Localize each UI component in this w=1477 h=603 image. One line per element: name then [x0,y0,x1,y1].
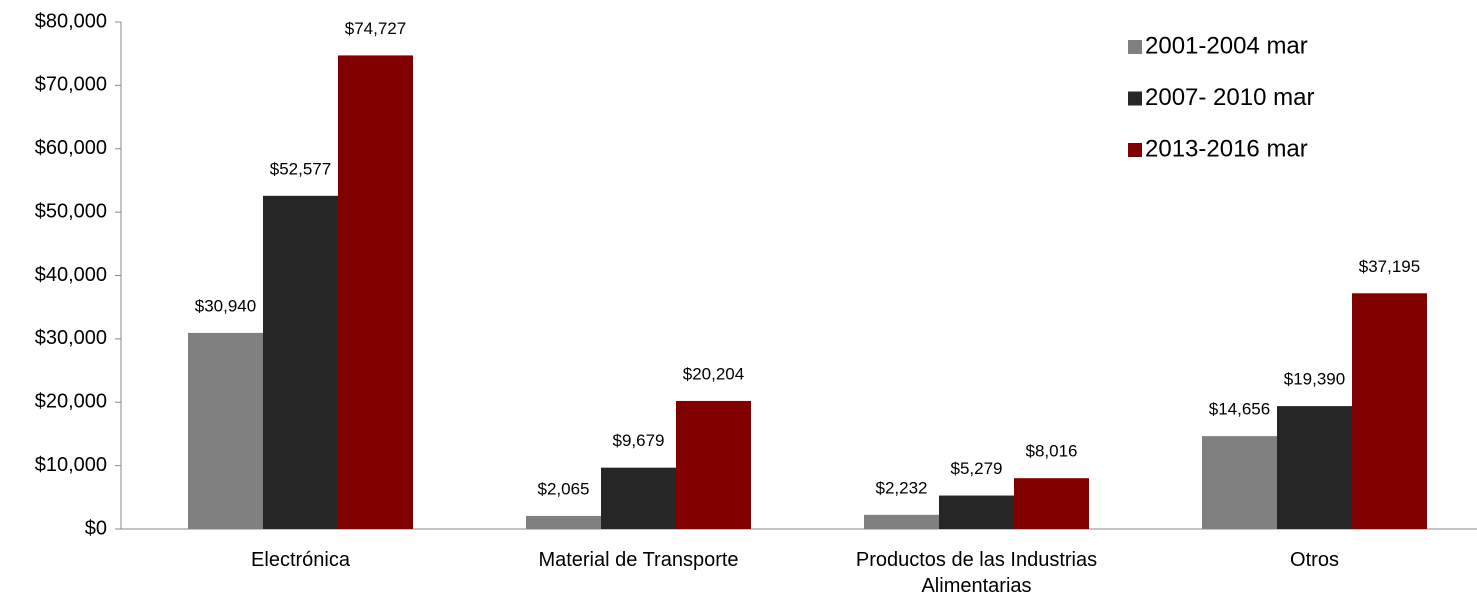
y-tick-label: $10,000 [35,454,107,476]
legend-label: 2007- 2010 mar [1145,84,1314,111]
legend-swatch [1128,91,1142,106]
y-tick-label: $80,000 [35,10,107,32]
y-tick-label: $0 [85,517,107,539]
bar [1277,406,1352,529]
data-label: $52,577 [270,159,331,178]
data-label: $74,727 [345,19,406,38]
bar [188,332,263,529]
data-label: $19,390 [1284,370,1345,389]
legend-label: 2013-2016 mar [1145,135,1308,162]
legend-swatch [1128,143,1142,157]
x-tick-label: Electrónica [251,549,350,571]
bar [1202,436,1277,529]
y-tick-label: $50,000 [35,200,107,222]
bar [601,467,676,529]
x-tick-label: Material de Transporte [538,549,739,571]
data-label: $30,940 [195,296,256,315]
bar [338,55,413,530]
bar [676,400,751,529]
data-label: $9,679 [613,431,665,450]
bar [526,515,601,529]
y-tick-label: $20,000 [35,391,107,413]
y-tick-label: $60,000 [35,137,107,159]
legend-swatch [1128,40,1142,54]
bar [1352,293,1427,529]
data-label: $2,065 [538,479,590,498]
bar [939,495,1014,529]
x-tick-label: Productos de las Industrias Alimentarias [855,549,1098,597]
data-label: $14,656 [1209,400,1270,419]
bar [263,195,338,529]
y-tick-label: $40,000 [35,264,107,286]
y-tick-label: $70,000 [35,74,107,96]
data-label: $8,016 [1026,442,1078,461]
data-label: $2,232 [876,478,928,497]
legend-label: 2001-2004 mar [1145,32,1308,59]
x-tick-label: Otros [1290,549,1339,571]
y-tick-label: $30,000 [35,327,107,349]
data-label: $5,279 [951,459,1003,478]
data-label: $37,195 [1359,257,1420,276]
data-label: $20,204 [683,364,744,383]
bar [1014,478,1089,529]
bar [864,514,939,529]
